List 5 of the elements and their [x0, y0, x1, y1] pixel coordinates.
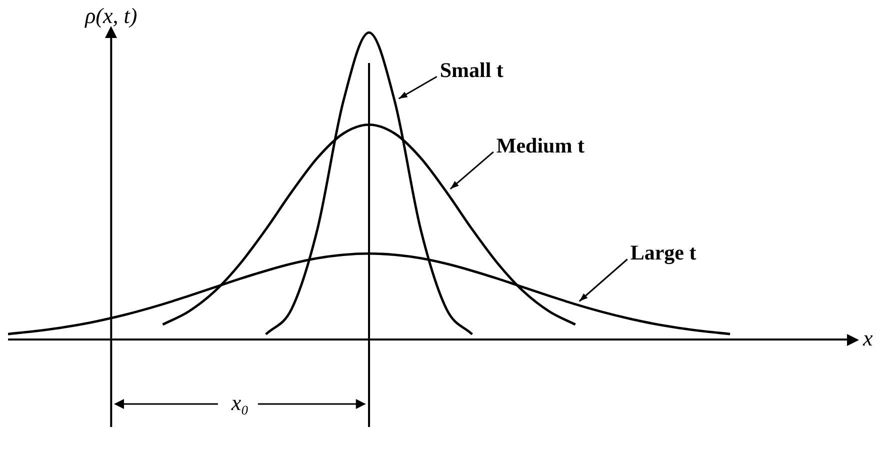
x-axis-title: x — [862, 325, 873, 350]
text: Small t — [440, 58, 504, 82]
text: Large t — [630, 240, 696, 265]
text: x₀ — [230, 390, 250, 416]
text: Medium t — [496, 133, 584, 158]
